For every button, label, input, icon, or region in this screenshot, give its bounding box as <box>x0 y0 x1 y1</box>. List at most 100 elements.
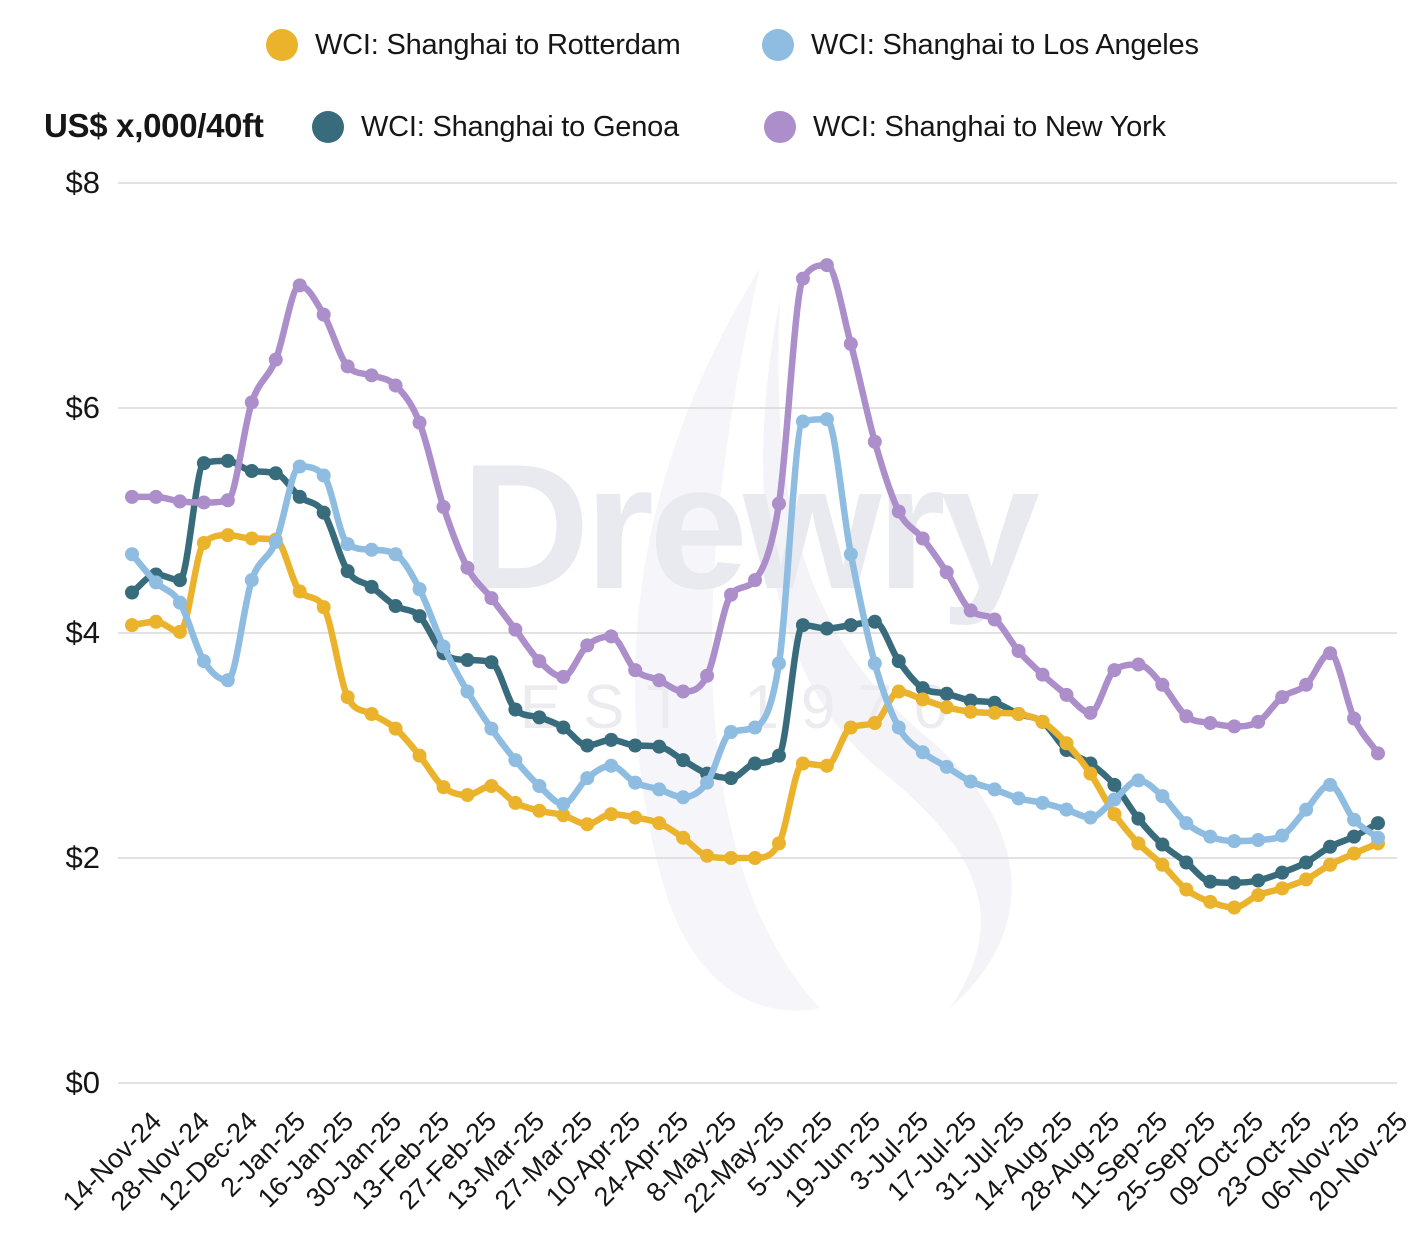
y-axis-units-label: US$ x,000/40ft <box>44 107 264 144</box>
data-point-marker <box>580 638 595 653</box>
data-point-marker <box>795 756 810 771</box>
series-new-york <box>125 258 1385 761</box>
data-point-marker <box>1179 882 1194 897</box>
data-point-marker <box>1083 810 1098 825</box>
data-point-marker <box>148 489 163 504</box>
data-point-marker <box>676 830 691 845</box>
data-point-marker <box>987 705 1002 720</box>
y-axis-label: $4 <box>65 615 100 650</box>
data-point-marker <box>1371 830 1385 845</box>
data-point-marker <box>700 668 715 683</box>
data-point-marker <box>244 395 259 410</box>
data-point-marker <box>1131 836 1146 851</box>
data-point-marker <box>915 681 930 696</box>
data-point-marker <box>939 686 954 701</box>
legend-item-los-angeles: WCI: Shanghai to Los Angeles <box>762 28 1199 62</box>
data-point-marker <box>867 614 882 629</box>
data-point-marker <box>1347 812 1362 827</box>
data-point-marker <box>172 494 187 509</box>
data-point-marker <box>604 629 619 644</box>
data-point-marker <box>508 753 523 768</box>
data-point-marker <box>220 528 235 543</box>
data-point-marker <box>1371 816 1385 831</box>
data-point-marker <box>1251 873 1266 888</box>
data-point-marker <box>1035 667 1050 682</box>
data-point-marker <box>412 582 427 597</box>
data-point-marker <box>1227 900 1242 915</box>
data-point-marker <box>1275 865 1290 880</box>
data-point-marker <box>1179 855 1194 870</box>
legend-label-new-york: WCI: Shanghai to New York <box>813 110 1166 143</box>
data-point-marker <box>364 707 379 721</box>
data-point-marker <box>580 738 595 753</box>
data-point-marker <box>939 759 954 774</box>
data-point-marker <box>316 505 331 520</box>
data-point-marker <box>484 779 499 793</box>
data-point-marker <box>748 573 762 588</box>
data-point-marker <box>771 496 786 511</box>
data-point-marker <box>915 692 930 707</box>
data-point-marker <box>196 456 211 471</box>
y-axis-label: $2 <box>65 840 100 875</box>
data-point-marker <box>1131 811 1146 826</box>
data-point-marker <box>724 851 739 865</box>
data-point-marker <box>460 560 475 575</box>
data-point-marker <box>1083 766 1098 781</box>
data-point-marker <box>987 695 1002 710</box>
data-point-marker <box>1059 736 1074 751</box>
data-point-marker <box>652 782 667 797</box>
data-point-marker <box>676 753 691 768</box>
data-point-marker <box>196 536 211 550</box>
data-point-marker <box>1107 807 1122 822</box>
data-point-marker <box>1323 857 1338 872</box>
data-point-marker <box>1299 855 1314 870</box>
legend-dot-los-angeles-icon <box>762 29 794 61</box>
data-point-marker <box>292 489 307 504</box>
legend-dot-rotterdam-icon <box>266 29 298 61</box>
legend-item-new-york: WCI: Shanghai to New York <box>764 110 1166 144</box>
data-point-marker <box>843 547 858 562</box>
data-point-marker <box>604 732 619 747</box>
data-point-marker <box>172 595 187 610</box>
data-point-marker <box>125 547 139 562</box>
data-point-marker <box>1275 881 1290 896</box>
data-point-marker <box>1251 888 1266 903</box>
data-point-marker <box>867 656 882 671</box>
data-point-marker <box>1059 802 1074 817</box>
data-point-marker <box>436 780 451 795</box>
y-axis-label: $8 <box>65 165 100 200</box>
data-point-marker <box>1179 816 1194 831</box>
data-point-marker <box>1203 716 1218 730</box>
data-point-marker <box>556 669 571 684</box>
data-point-marker <box>963 603 978 618</box>
data-point-marker <box>340 537 355 552</box>
data-point-marker <box>172 624 187 639</box>
data-point-marker <box>795 414 810 429</box>
data-point-marker <box>1299 872 1314 887</box>
data-point-marker <box>1275 828 1290 843</box>
data-point-marker <box>1179 709 1194 724</box>
data-point-marker <box>580 817 595 832</box>
series-rotterdam <box>125 528 1385 915</box>
data-point-marker <box>316 307 331 322</box>
data-point-marker <box>915 745 930 760</box>
data-point-marker <box>748 720 762 735</box>
data-point-marker <box>1059 687 1074 702</box>
data-point-marker <box>963 693 978 708</box>
data-point-marker <box>436 639 451 654</box>
data-point-marker <box>891 720 906 735</box>
data-point-marker <box>340 564 355 579</box>
data-point-marker <box>508 795 523 810</box>
data-point-marker <box>316 468 331 483</box>
data-point-marker <box>244 531 259 546</box>
data-point-marker <box>1227 719 1242 734</box>
data-point-marker <box>148 614 163 629</box>
series-los-angeles <box>125 412 1385 849</box>
data-point-marker <box>795 271 810 286</box>
data-point-marker <box>724 771 739 786</box>
data-point-marker <box>604 807 619 822</box>
data-point-marker <box>819 258 834 273</box>
data-point-marker <box>1131 773 1146 788</box>
data-point-marker <box>915 531 930 546</box>
data-point-marker <box>268 534 283 549</box>
